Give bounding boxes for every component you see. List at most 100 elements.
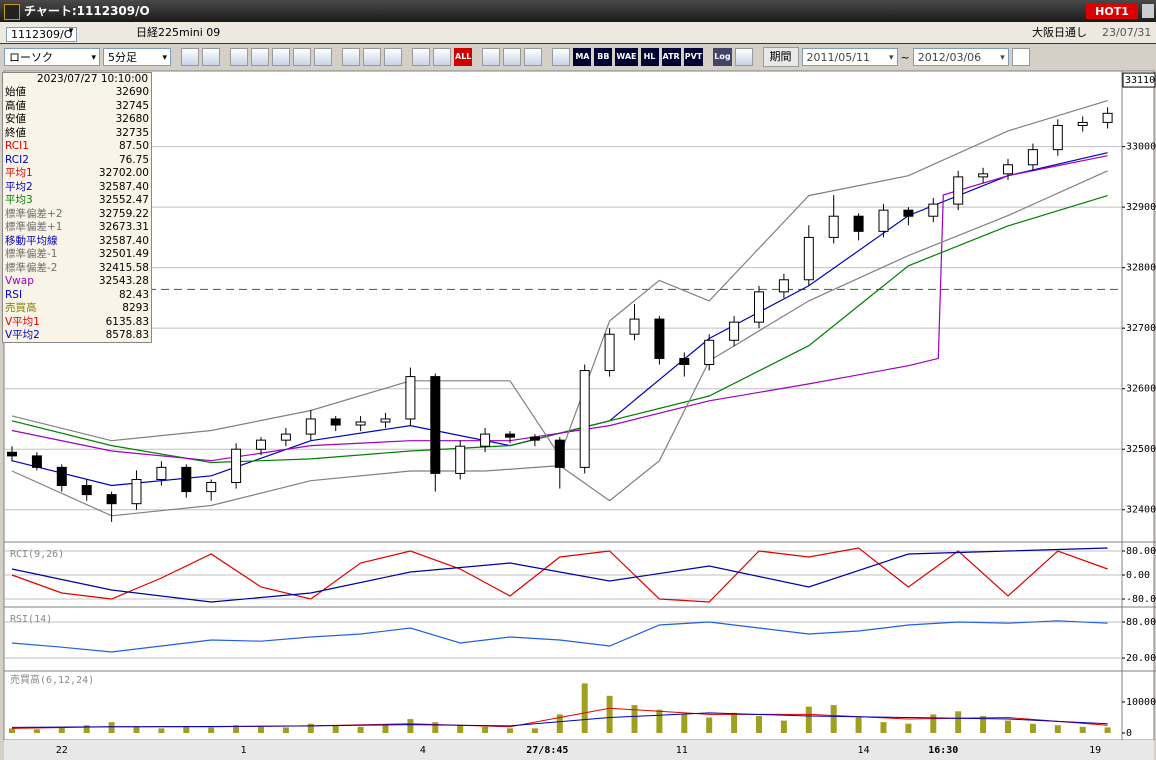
to-date[interactable]: 2012/03/06 — [912, 48, 1009, 67]
y-tick-label: 0 — [1126, 728, 1132, 739]
volume-bar — [233, 725, 240, 733]
period-button[interactable]: 期間 — [762, 47, 799, 67]
tool-icon[interactable] — [251, 48, 269, 66]
tool-icon[interactable] — [314, 48, 332, 66]
x-tick-label: 27/8:45 — [526, 745, 568, 756]
tool-icon[interactable] — [230, 48, 248, 66]
tool-icon[interactable] — [363, 48, 381, 66]
volume-bar — [507, 728, 513, 733]
panel-row: 売買高 8293 — [3, 302, 151, 316]
symbol-select[interactable]: 1112309/O — [6, 27, 78, 42]
panel-value: 87.50 — [118, 140, 149, 152]
panel-label: 移動平均線 — [5, 234, 58, 247]
candle-body — [803, 236, 814, 281]
volume-bar — [706, 717, 713, 733]
pane-title: RCI(9,26) — [10, 549, 64, 560]
all-button[interactable]: ALL — [454, 48, 473, 66]
panel-label: 標準偏差+2 — [5, 207, 63, 220]
x-tick-label: 22 — [56, 745, 68, 756]
panel-value: 8578.83 — [105, 329, 149, 341]
tool-icon[interactable] — [552, 48, 571, 66]
indicator-button[interactable]: HL — [640, 48, 659, 66]
y-tick-label: 10000 — [1126, 697, 1156, 708]
tool-icon[interactable] — [433, 48, 451, 66]
tool-icon[interactable] — [412, 48, 430, 66]
panel-row: 安値 32680 — [3, 113, 151, 127]
tool-icon[interactable] — [524, 48, 543, 66]
volume-bar — [980, 715, 987, 733]
candle-body — [206, 482, 217, 493]
panel-value: 32587.40 — [98, 234, 149, 247]
candle-body — [81, 485, 92, 496]
candle-body — [903, 209, 914, 217]
series-line — [11, 547, 1108, 603]
volume-bar — [258, 726, 264, 733]
candle-body — [305, 418, 316, 435]
y-tick-label: 20.00 — [1126, 653, 1156, 664]
candle-body — [579, 370, 590, 468]
candle-body — [828, 215, 839, 238]
panel-datetime: 2023/07/27 10:10:00 — [36, 73, 148, 85]
x-tick-label: 14 — [858, 745, 870, 756]
tool-icon[interactable] — [293, 48, 311, 66]
hot-badge[interactable]: HOT1 — [1086, 4, 1138, 19]
panel-row: RCI2 76.75 — [3, 154, 151, 168]
volume-bar — [780, 720, 787, 733]
candle-body — [928, 203, 939, 217]
candle-body — [953, 176, 964, 205]
volume-bar — [606, 695, 613, 733]
candle-body — [729, 321, 740, 341]
panel-label: Vwap — [5, 275, 34, 287]
candle-body — [1027, 149, 1038, 166]
volume-bar — [108, 722, 115, 733]
candle-body — [355, 421, 366, 426]
tool-icon[interactable] — [503, 48, 522, 66]
checkbox[interactable] — [1011, 48, 1030, 66]
candle-body — [156, 466, 167, 480]
tool-icon[interactable] — [272, 48, 290, 66]
window-title: チャート:1112309/O — [24, 4, 150, 18]
tool-icon[interactable] — [342, 48, 360, 66]
indicator-button[interactable]: PVT — [683, 48, 704, 66]
volume-bar — [432, 722, 439, 733]
indicator-button[interactable]: ATR — [661, 48, 681, 66]
tool-icon[interactable] — [482, 48, 501, 66]
panel-value: 32680 — [115, 113, 149, 125]
volume-bar — [681, 714, 688, 733]
panel-value: 32745 — [115, 99, 149, 112]
candle-body — [181, 466, 192, 493]
chart-type-select[interactable]: ローソク — [4, 48, 100, 67]
tool-icon[interactable] — [202, 48, 220, 66]
y-tick-label: 32800 — [1126, 263, 1156, 274]
tool-icon[interactable] — [384, 48, 402, 66]
candle-body — [256, 439, 266, 450]
volume-bar — [33, 729, 40, 733]
candle-body — [1102, 112, 1113, 123]
volume-bar — [930, 714, 937, 733]
volume-bar — [357, 726, 364, 733]
indicator-button[interactable]: WAE — [615, 48, 638, 66]
tool-icon[interactable] — [734, 48, 753, 66]
log-button[interactable]: Log — [713, 48, 732, 66]
candle-body — [853, 215, 864, 232]
panel-value: 76.75 — [118, 153, 149, 166]
indicator-button[interactable]: BB — [594, 48, 613, 66]
volume-bar — [880, 722, 887, 733]
panel-rows: 始値 32690 高値 32745 安値 32680 終値 32735 RCI1 87.50 RCI… — [3, 86, 151, 343]
panel-value: 32673.31 — [98, 221, 149, 233]
volume-bar — [133, 726, 140, 733]
candle-body — [330, 418, 341, 426]
volume-bar — [1054, 725, 1061, 733]
series-line — [11, 170, 1108, 517]
y-tick-label: 33000 — [1126, 142, 1156, 153]
tool-icon[interactable] — [181, 48, 199, 66]
window-button[interactable] — [1142, 4, 1154, 18]
panel-row: 標準偏差-2 32415.58 — [3, 262, 151, 276]
from-date[interactable]: 2011/05/11 — [801, 48, 898, 67]
volume-bar — [805, 706, 812, 733]
interval-select[interactable]: 5分足 — [103, 48, 171, 67]
panel-value: 32543.28 — [98, 275, 149, 287]
volume-bar — [9, 728, 15, 733]
indicator-button[interactable]: MA — [573, 48, 592, 66]
